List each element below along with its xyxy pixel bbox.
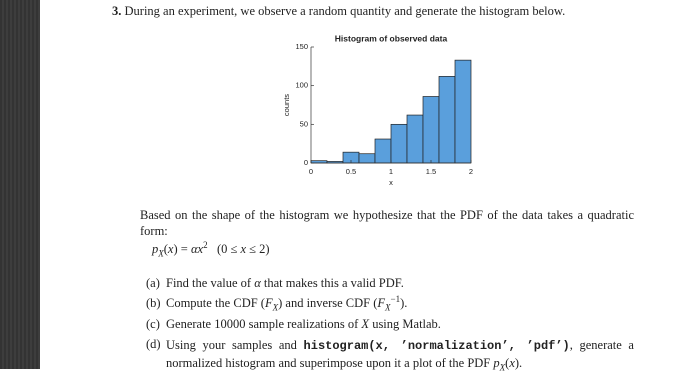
scan-edge (0, 0, 40, 369)
item-c: Generate 10000 sample realizations of X … (166, 317, 441, 332)
f: p (152, 242, 159, 256)
f: (0 ≤ (216, 242, 241, 256)
item-b: Compute the CDF (FX) and inverse CDF (FX… (166, 293, 408, 313)
s: p (493, 356, 500, 370)
f: ≤ 2) (246, 242, 270, 256)
f: ) = (173, 242, 191, 256)
f: X (158, 248, 164, 259)
x-axis-label: x (389, 178, 393, 187)
s: F (377, 296, 386, 310)
y-tick-label: 50 (300, 119, 308, 128)
s: −1 (390, 293, 401, 304)
bar (374, 138, 392, 164)
s: α (254, 276, 261, 290)
item-d: Using your samples and histogram(x, ’nor… (166, 337, 634, 372)
x-tick-label: 1.5 (426, 167, 436, 176)
f: x (240, 242, 247, 256)
problem-line: 3. During an experiment, we observe a ra… (112, 4, 565, 19)
s: X (499, 362, 506, 373)
problem-text: During an experiment, we observe a rando… (124, 4, 566, 18)
x-tick-label: 0 (309, 167, 313, 176)
f: ( (163, 242, 168, 256)
s: x (509, 356, 515, 370)
problem-number: 3. (112, 4, 122, 18)
x-tick-label: 1 (389, 167, 393, 176)
s: that makes this a valid PDF. (260, 276, 404, 290)
y-tick-label: 100 (295, 81, 308, 90)
s: ) and inverse CDF ( (278, 296, 378, 310)
y-axis-label: counts (282, 94, 291, 116)
s: histogram(x, ’normalization’, ’pdf’) (303, 339, 570, 353)
item-label: (d) (146, 337, 161, 351)
item-label: (a) (146, 276, 160, 290)
f: 2 (203, 239, 208, 250)
x-tick-label: 2 (469, 167, 473, 176)
s: Find the value of (166, 276, 255, 290)
bar (454, 59, 472, 164)
histogram-chart: 0 50 100 150 0 0.5 1 1.5 2 Histogram of observed … (282, 33, 473, 187)
x-tick-label: 0.5 (346, 167, 356, 176)
chart-title: Histogram of observed data (335, 33, 448, 43)
bar (390, 123, 408, 164)
item-a: Find the value of α that makes this a va… (166, 276, 404, 291)
s: ( (505, 356, 510, 370)
s: ). (400, 296, 408, 310)
s: using Matlab. (369, 317, 441, 331)
s: Generate 10000 sample realizations of (166, 317, 362, 331)
bar (358, 153, 376, 164)
bar (422, 96, 440, 164)
s: ). (514, 356, 523, 370)
s: X (361, 317, 370, 331)
s: Using your samples and (166, 338, 304, 352)
s: X (272, 302, 279, 313)
bar (438, 76, 456, 164)
paragraph: Based on the shape of the histogram we h… (140, 208, 634, 238)
item-label: (b) (146, 296, 161, 310)
y-tick-label: 0 (304, 158, 308, 167)
s: Compute the CDF ( (166, 296, 265, 310)
s: , generate a normalized histogram and su… (166, 338, 634, 370)
s: X (385, 302, 391, 313)
formula: pX(x) = αx2 (0 ≤ x ≤ 2) (152, 239, 270, 259)
s: F (264, 296, 273, 310)
f: α (190, 242, 198, 256)
f: x (167, 242, 174, 256)
f: x (197, 242, 204, 256)
y-tick-label: 150 (295, 42, 308, 51)
bar (406, 114, 424, 164)
item-label: (c) (146, 317, 160, 331)
